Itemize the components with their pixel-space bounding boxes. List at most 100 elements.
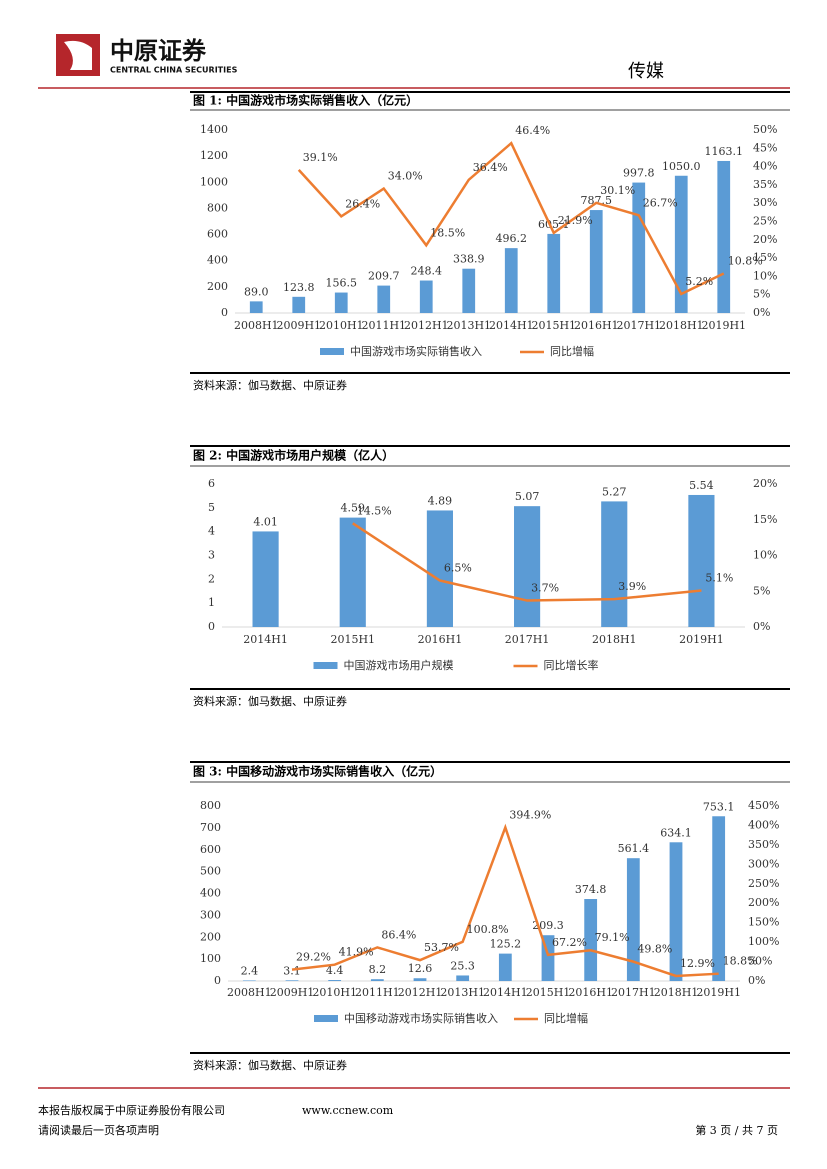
bar xyxy=(462,268,476,313)
y-tick-label: 800 xyxy=(200,799,221,812)
x-tick-label: 2011H1 xyxy=(355,986,400,999)
bar-label: 5.27 xyxy=(602,485,627,498)
y2-tick-label: 50% xyxy=(753,123,777,136)
y2-tick-label: 0% xyxy=(753,620,770,633)
copyright: 本报告版权属于中原证券股份有限公司 xyxy=(38,1103,225,1117)
figure-title: 图 3: 中国移动游戏市场实际销售收入（亿元） xyxy=(193,764,442,779)
bar-label: 787.5 xyxy=(581,194,613,207)
line-label: 49.8% xyxy=(637,943,672,956)
bar xyxy=(426,510,453,627)
bar-label: 209.7 xyxy=(368,270,400,283)
y-tick-label: 0 xyxy=(221,306,228,319)
bar-label: 4.01 xyxy=(253,515,278,528)
page-number: 第 3 页 / 共 7 页 xyxy=(695,1123,778,1137)
line xyxy=(352,522,702,602)
bar-label: 997.8 xyxy=(623,167,655,180)
y2-tick-label: 15% xyxy=(753,251,777,264)
legend-swatch xyxy=(313,662,338,669)
y2-tick-label: 30% xyxy=(753,196,777,209)
x-tick-label: 2014H1 xyxy=(483,986,528,999)
line-label: 18.8% xyxy=(723,955,758,968)
y-tick-label: 0 xyxy=(214,974,221,987)
website: www.ccnew.com xyxy=(302,1104,394,1117)
bar-label: 89.0 xyxy=(244,285,269,298)
line-label: 79.1% xyxy=(595,931,630,944)
bar-label: 125.2 xyxy=(490,938,522,951)
x-tick-label: 2013H1 xyxy=(440,986,485,999)
y2-tick-label: 50% xyxy=(748,955,772,968)
line-label: 3.7% xyxy=(531,582,559,595)
bar-label: 5.07 xyxy=(515,490,540,503)
line-label: 394.9% xyxy=(509,808,551,821)
y2-tick-label: 5% xyxy=(753,584,770,597)
y-tick-label: 300 xyxy=(200,908,221,921)
y-tick-label: 700 xyxy=(200,821,221,834)
logo-en: CENTRAL CHINA SECURITIES xyxy=(110,66,238,75)
figure-source: 资料来源：伽马数据、中原证券 xyxy=(193,694,347,708)
y2-tick-label: 100% xyxy=(748,935,779,948)
y-tick-label: 1400 xyxy=(200,123,228,136)
line-label: 12.9% xyxy=(680,957,715,970)
x-tick-label: 2019H1 xyxy=(696,986,741,999)
legend-label: 中国移动游戏市场实际销售收入 xyxy=(344,1011,498,1025)
bar xyxy=(712,816,726,981)
line-label: 41.9% xyxy=(339,946,374,959)
bar-label: 2.4 xyxy=(241,964,259,977)
legend-label: 中国游戏市场实际销售收入 xyxy=(350,344,482,358)
bar-label: 8.2 xyxy=(369,963,387,976)
y-tick-label: 6 xyxy=(208,477,215,490)
y-tick-label: 1000 xyxy=(200,175,228,188)
bar-label: 156.5 xyxy=(326,277,358,290)
line-label: 6.5% xyxy=(444,562,472,575)
legend-label: 中国游戏市场用户规模 xyxy=(344,658,454,672)
bar xyxy=(339,517,366,627)
bar xyxy=(547,233,561,313)
figure-source: 资料来源：伽马数据、中原证券 xyxy=(193,1058,347,1072)
x-tick-label: 2010H1 xyxy=(312,986,357,999)
logo-cn: 中原证券 xyxy=(110,37,207,65)
bar-label: 496.2 xyxy=(496,232,528,245)
y2-tick-label: 450% xyxy=(748,799,779,812)
x-tick-label: 2014H1 xyxy=(243,633,288,646)
line-label: 18.5% xyxy=(430,226,465,239)
bar-label: 4.59 xyxy=(341,502,366,515)
y2-tick-label: 350% xyxy=(748,838,779,851)
line-label: 36.4% xyxy=(473,161,508,174)
bar xyxy=(688,494,715,627)
bar xyxy=(514,506,541,627)
legend-label: 同比增幅 xyxy=(544,1011,588,1025)
y-tick-label: 100 xyxy=(200,952,221,965)
bar-label: 1163.1 xyxy=(705,145,744,158)
legend-label: 同比增幅 xyxy=(550,344,594,358)
y2-tick-label: 300% xyxy=(748,857,779,870)
line-label: 100.8% xyxy=(467,923,509,936)
x-tick-label: 2014H1 xyxy=(489,319,534,332)
logo-mark xyxy=(64,40,92,70)
bar xyxy=(285,980,299,981)
y2-tick-label: 0% xyxy=(748,974,765,987)
bar-label: 4.89 xyxy=(428,494,453,507)
bar xyxy=(419,280,433,313)
y2-tick-label: 20% xyxy=(753,477,777,490)
bar xyxy=(589,210,603,313)
x-tick-label: 2010H1 xyxy=(319,319,364,332)
y-tick-label: 400 xyxy=(200,887,221,900)
bar xyxy=(370,979,384,981)
y2-tick-label: 5% xyxy=(753,288,770,301)
bar-label: 4.4 xyxy=(326,964,344,977)
y2-tick-label: 400% xyxy=(748,818,779,831)
x-tick-label: 2015H1 xyxy=(330,633,375,646)
line-label: 46.4% xyxy=(515,124,550,137)
x-tick-label: 2013H1 xyxy=(446,319,491,332)
y-tick-label: 600 xyxy=(207,228,228,241)
bar-label: 561.4 xyxy=(618,842,650,855)
bar-label: 634.1 xyxy=(660,826,692,839)
bar-label: 1050.0 xyxy=(662,160,701,173)
bar xyxy=(584,899,598,981)
y-tick-label: 1200 xyxy=(200,149,228,162)
bar-label: 5.54 xyxy=(689,479,714,492)
y-tick-label: 4 xyxy=(208,525,215,538)
bar xyxy=(334,292,348,313)
bar xyxy=(242,980,256,981)
